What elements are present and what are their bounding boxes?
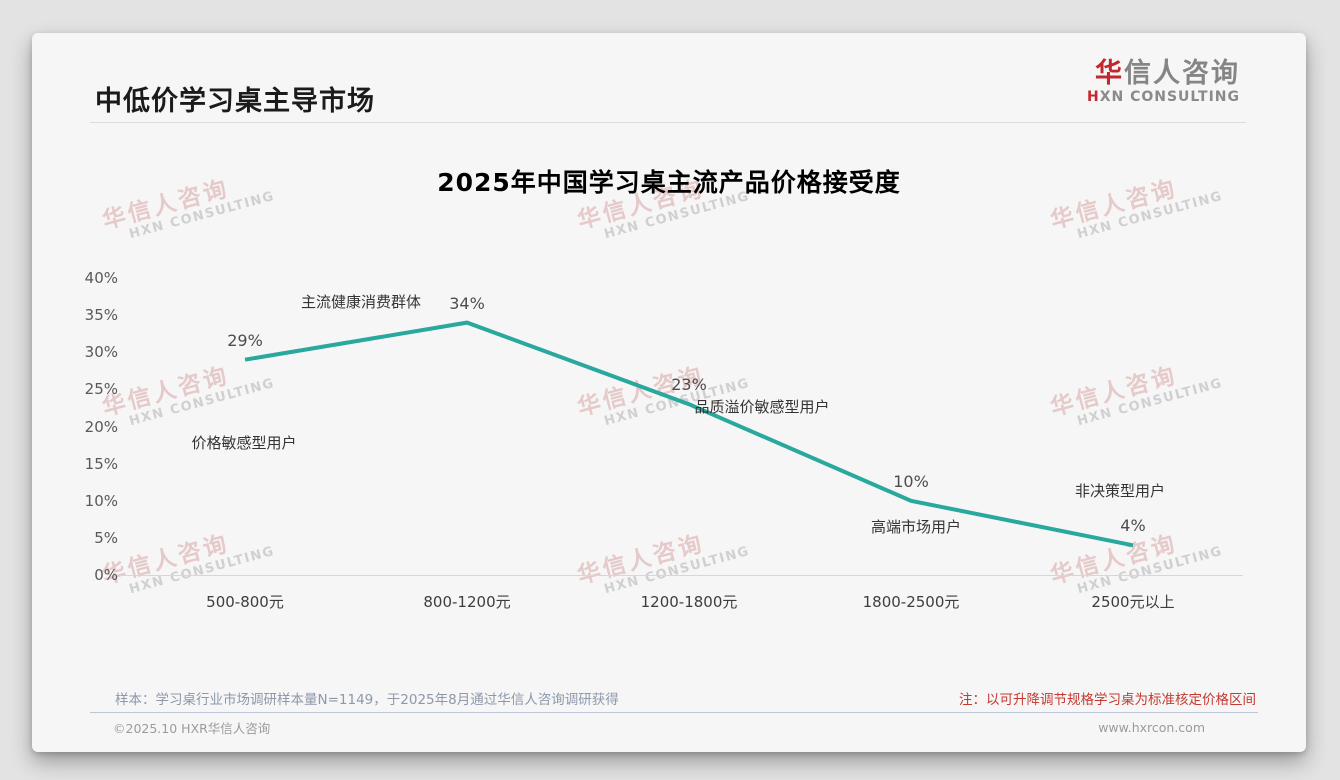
annotation-label: 品质溢价敏感型用户 bbox=[694, 398, 830, 416]
price-range-note: 注：以可升降调节规格学习桌为标准核定价格区间 bbox=[959, 692, 1256, 708]
y-axis-tick-label: 30% bbox=[84, 343, 118, 362]
trend-line bbox=[244, 320, 1134, 548]
data-point-label: 10% bbox=[893, 471, 929, 491]
y-axis-tick-label: 35% bbox=[84, 306, 118, 325]
copyright: ©2025.10 HXR华信人咨询 bbox=[113, 721, 271, 736]
slide-card: 华信人咨询 HXN CONSULTING 华信人咨询 HXN CONSULTING 华信… bbox=[32, 33, 1306, 752]
x-category-label: 500-800元 bbox=[206, 593, 284, 611]
y-axis-tick-label: 20% bbox=[84, 417, 118, 436]
y-axis-tick-label: 5% bbox=[94, 528, 118, 547]
logo-chinese-name: 华信人咨询 bbox=[1087, 59, 1240, 89]
sample-note: 样本：学习桌行业市场调研样本量N=1149，于2025年8月通过华信人咨询调研获… bbox=[115, 692, 619, 708]
chart-canvas bbox=[244, 320, 1134, 548]
annotation-label: 高端市场用户 bbox=[870, 518, 961, 536]
annotation-label: 主流健康消费群体 bbox=[300, 293, 421, 311]
logo-english-name: HXN CONSULTING bbox=[1086, 88, 1240, 105]
logo-cn-rest: 信人咨询 bbox=[1124, 58, 1240, 89]
data-point-label: 29% bbox=[227, 330, 263, 350]
brand-logo: 华信人咨询 HXN CONSULTING bbox=[1087, 59, 1240, 105]
page-title: 中低价学习桌主导市场 bbox=[95, 86, 375, 117]
x-category-label: 2500元以上 bbox=[1091, 593, 1175, 611]
y-axis-tick-label: 15% bbox=[84, 454, 118, 473]
y-axis-tick-label: 40% bbox=[84, 269, 118, 287]
data-point-label: 4% bbox=[1120, 516, 1146, 536]
line-chart: 40% 35% 30% 25% 20% 15% 10% 5% 0% 500-800元 800-120… bbox=[32, 33, 1306, 752]
y-axis-tick-label: 25% bbox=[84, 380, 118, 399]
website-url: www.hxrcon.com bbox=[1098, 720, 1205, 735]
logo-cn-accent: 华 bbox=[1095, 58, 1124, 89]
chart-title: 2025年中国学习桌主流产品价格接受度 bbox=[437, 168, 901, 197]
data-point-label: 34% bbox=[449, 293, 485, 313]
x-category-label: 1200-1800元 bbox=[640, 593, 738, 611]
x-axis-line bbox=[120, 575, 1243, 576]
annotation-label: 非决策型用户 bbox=[1074, 482, 1165, 500]
data-point-label: 23% bbox=[671, 375, 707, 395]
header-divider bbox=[90, 122, 1246, 123]
y-axis-tick-label: 0% bbox=[94, 566, 118, 584]
x-category-label: 800-1200元 bbox=[423, 593, 511, 611]
annotation-label: 价格敏感型用户 bbox=[191, 434, 297, 452]
logo-en-accent: H bbox=[1086, 88, 1100, 105]
footnote-divider bbox=[90, 712, 1258, 713]
logo-en-rest: XN CONSULTING bbox=[1099, 88, 1240, 105]
x-category-label: 1800-2500元 bbox=[862, 593, 960, 611]
y-axis-tick-label: 10% bbox=[84, 491, 118, 510]
